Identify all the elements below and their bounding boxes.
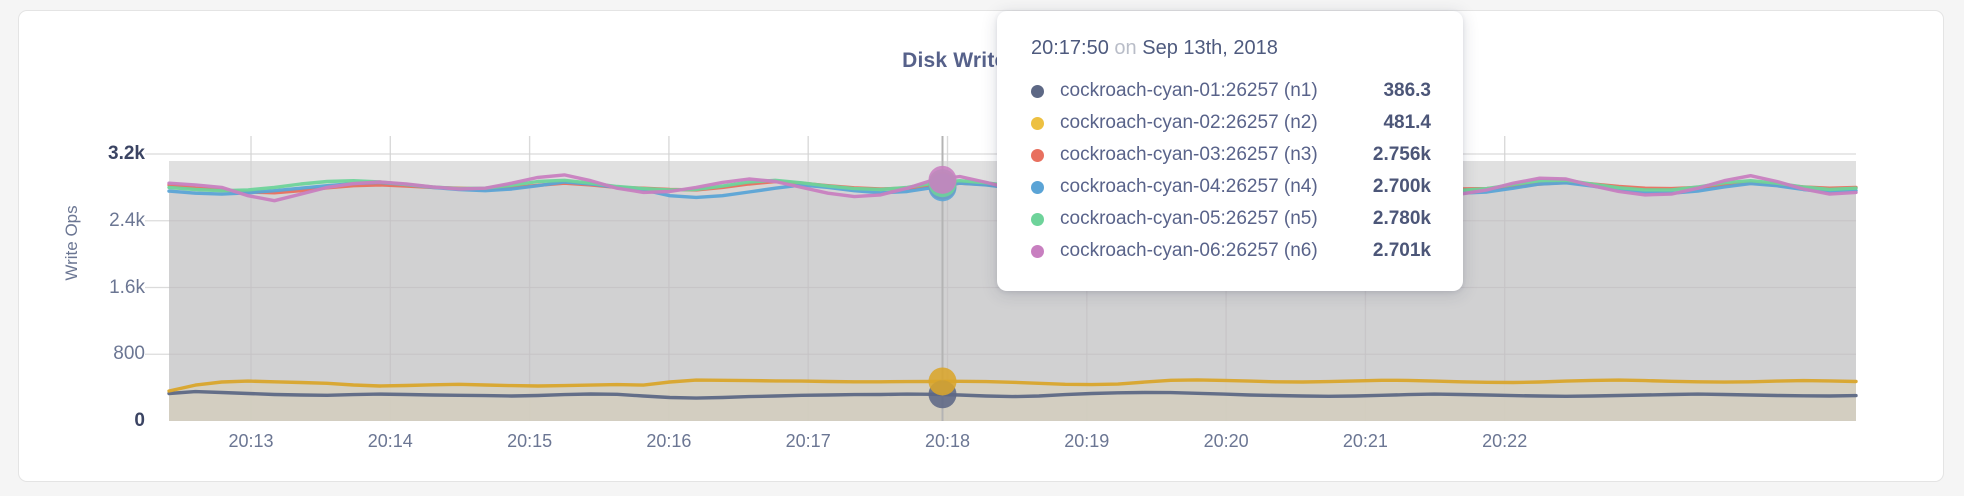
tooltip-series-value: 2.756k (1372, 144, 1431, 165)
tooltip-date: Sep 13th, 2018 (1142, 37, 1278, 59)
x-axis-tick-label: 20:15 (507, 431, 553, 451)
x-axis-tick-label: 20:17 (785, 431, 831, 451)
y-axis-tick-label: 2.4k (109, 209, 145, 231)
tooltip-series-name: cockroach-cyan-04:26257 (n4) (1060, 176, 1318, 197)
tooltip-series-name: cockroach-cyan-02:26257 (n2) (1060, 112, 1318, 133)
series-color-dot-icon (1031, 244, 1044, 258)
y-axis-tick-label: 3.2k (108, 143, 145, 164)
series-color-dot-icon (1031, 84, 1044, 98)
tooltip-series-name: cockroach-cyan-06:26257 (n6) (1060, 240, 1318, 261)
y-axis-tick-label: 800 (113, 343, 145, 365)
tooltip-series-value: 2.701k (1372, 240, 1431, 261)
tooltip-row: cockroach-cyan-04:26257 (n4) 2.700k (1031, 171, 1433, 203)
chart-svg[interactable] (19, 11, 1945, 483)
tooltip-rows: cockroach-cyan-01:26257 (n1) 386.3 cockroa… (1031, 75, 1433, 267)
x-axis-tick-label: 20:22 (1482, 431, 1528, 451)
hover-marker (928, 165, 957, 194)
chart-card: Disk Write Ops Write Ops 0 800 1.6k 2.4k 3.2… (18, 10, 1944, 482)
tooltip-series-value: 2.780k (1372, 208, 1431, 229)
tooltip-series-name: cockroach-cyan-03:26257 (n3) (1060, 144, 1318, 165)
tooltip-row: cockroach-cyan-02:26257 (n2) 481.4 (1031, 107, 1433, 139)
y-axis-tick-label: 0 (134, 410, 145, 431)
series-color-dot-icon (1031, 180, 1044, 194)
series-line (167, 378, 1858, 393)
tooltip-row: cockroach-cyan-03:26257 (n3) 2.756k (1031, 139, 1433, 171)
tooltip-row: cockroach-cyan-05:26257 (n5) 2.780k (1031, 203, 1433, 235)
series-color-dot-icon (1031, 116, 1044, 130)
hover-marker (928, 367, 957, 396)
tooltip-series-value: 2.700k (1372, 176, 1431, 197)
hover-tooltip: 20:17:50 on Sep 13th, 2018 cockroach-cya… (997, 11, 1463, 291)
tooltip-series-value: 386.3 (1383, 80, 1431, 101)
tooltip-row: cockroach-cyan-01:26257 (n1) 386.3 (1031, 75, 1433, 107)
series-line (167, 389, 1858, 400)
x-axis-tick-label: 20:21 (1342, 431, 1388, 451)
tooltip-series-name: cockroach-cyan-01:26257 (n1) (1060, 80, 1318, 101)
tooltip-header: 20:17:50 on Sep 13th, 2018 (1031, 37, 1433, 60)
tooltip-on-word: on (1114, 37, 1137, 59)
series-color-dot-icon (1031, 148, 1044, 162)
x-axis-tick-label: 20:14 (367, 431, 413, 451)
tooltip-series-value: 481.4 (1383, 112, 1431, 133)
plot-area (19, 11, 1945, 483)
tooltip-series-name: cockroach-cyan-05:26257 (n5) (1060, 208, 1318, 229)
x-axis-tick-label: 20:20 (1203, 431, 1249, 451)
y-axis-tick-label: 1.6k (109, 276, 145, 298)
series-color-dot-icon (1031, 212, 1044, 226)
x-axis-tick-label: 20:16 (646, 431, 692, 451)
x-axis-tick-label: 20:13 (228, 431, 274, 451)
x-axis-tick-label: 20:19 (1064, 431, 1110, 451)
tooltip-row: cockroach-cyan-06:26257 (n6) 2.701k (1031, 235, 1433, 267)
x-axis-tick-label: 20:18 (924, 431, 971, 451)
tooltip-time: 20:17:50 (1031, 37, 1109, 59)
